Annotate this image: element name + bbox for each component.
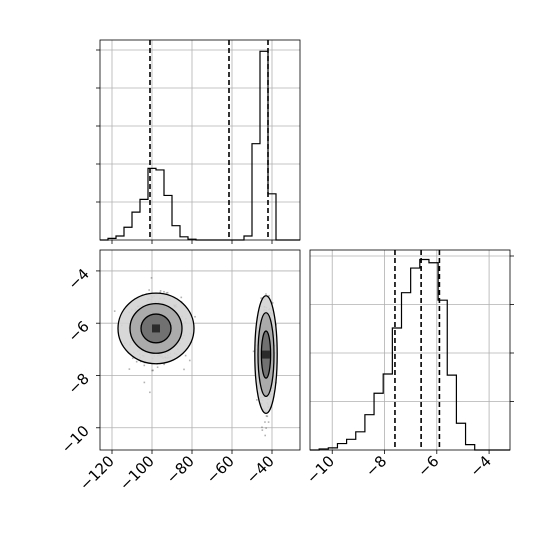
scatter-point <box>156 366 159 369</box>
scatter-point <box>150 277 153 279</box>
x-tick-label: −4 <box>467 452 495 480</box>
axes-frame <box>99 39 301 241</box>
y-tick-label: −4 <box>64 265 92 293</box>
scatter-point <box>184 354 187 357</box>
scatter-point <box>143 381 146 384</box>
density-peak <box>262 350 270 359</box>
x-tick-label: −6 <box>414 452 442 480</box>
scatter-point <box>151 369 153 372</box>
scatter-point <box>135 360 138 363</box>
x-tick-label: −60 <box>203 452 238 487</box>
scatter-point <box>252 350 255 353</box>
scatter-point <box>267 421 270 423</box>
scatter-point <box>260 297 262 299</box>
x-tick-label: −8 <box>362 452 390 480</box>
x-tick-label: −40 <box>243 452 278 487</box>
scatter-point <box>165 292 168 294</box>
histogram-step <box>100 50 300 241</box>
scatter-point <box>261 429 264 431</box>
joint-density-panel: −120−100 −80 −60 −40 −4 −6 −8 −10 <box>58 249 301 494</box>
scatter-point <box>265 415 268 417</box>
scatter-point <box>166 291 169 294</box>
x-tick-label: −100 <box>116 452 158 494</box>
scatter-point <box>180 296 183 299</box>
scatter-point <box>152 369 154 372</box>
scatter-point <box>159 291 161 294</box>
scatter-point <box>265 427 267 429</box>
axes-frame <box>99 249 301 451</box>
density-peak <box>152 324 160 333</box>
y-tick-label: −6 <box>64 317 92 345</box>
scatter-point <box>149 391 151 394</box>
scatter-point <box>113 310 116 312</box>
scatter-point <box>183 368 185 371</box>
scatter-point <box>264 421 266 423</box>
scatter-point <box>163 290 165 293</box>
histogram-step <box>310 258 510 451</box>
scatter-point <box>256 399 258 401</box>
scatter-point <box>159 290 162 292</box>
scatter-point <box>194 315 196 318</box>
x-tick-label: −10 <box>303 452 338 487</box>
y-tick-label: −8 <box>64 370 92 398</box>
scatter-point <box>143 364 146 367</box>
scatter-point <box>264 434 266 437</box>
scatter-point <box>131 357 134 360</box>
y-tick-label: −10 <box>58 422 93 457</box>
axes-frame <box>309 249 511 451</box>
x-tick-label: −80 <box>163 452 198 487</box>
marginal-x-histogram-panel <box>96 39 301 244</box>
scatter-point <box>163 363 165 366</box>
scatter-point <box>265 293 267 295</box>
scatter-point <box>268 294 270 297</box>
x-tick-label: −120 <box>76 452 118 494</box>
scatter-point <box>266 415 269 418</box>
scatter-point <box>261 426 263 429</box>
scatter-point <box>271 302 274 304</box>
marginal-y-histogram-panel: −10 −8 −6 −4 <box>303 249 514 487</box>
scatter-point <box>188 359 191 362</box>
scatter-point <box>148 289 150 291</box>
scatter-point <box>128 368 131 370</box>
